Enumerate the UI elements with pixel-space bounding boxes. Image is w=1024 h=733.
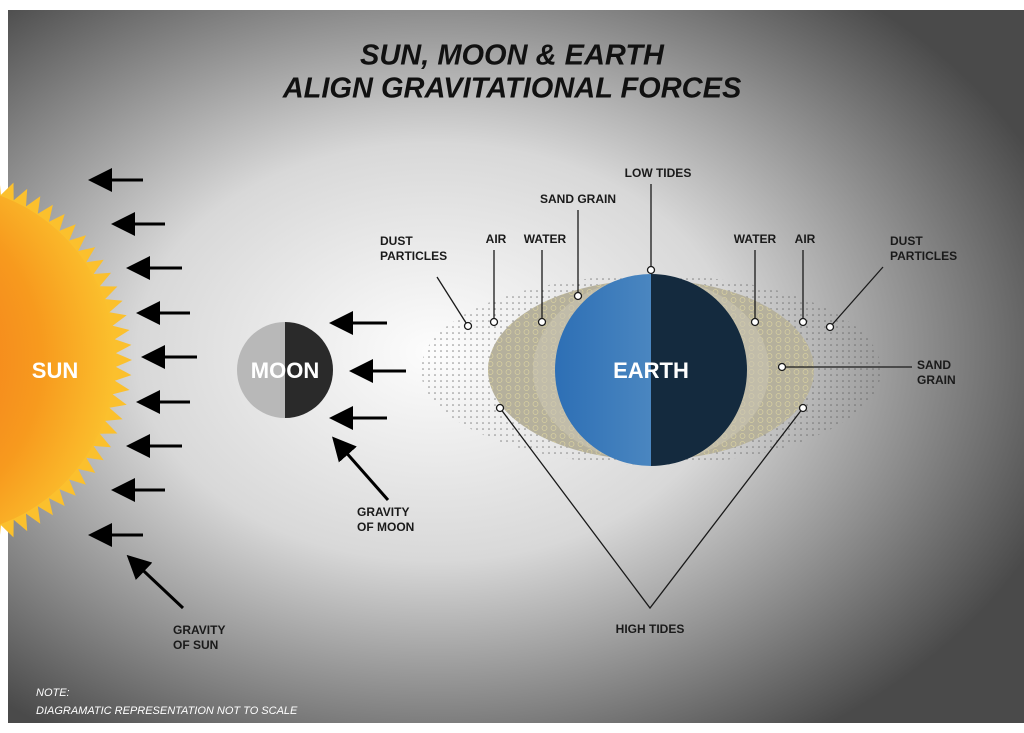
- label: GRAVITY: [173, 623, 225, 637]
- label: HIGH TIDES: [616, 622, 685, 636]
- point: [752, 319, 759, 326]
- point: [491, 319, 498, 326]
- title: ALIGN GRAVITATIONAL FORCES: [282, 73, 742, 105]
- point: [648, 267, 655, 274]
- label: PARTICLES: [380, 249, 447, 263]
- note: DIAGRAMATIC REPRESENTATION NOT TO SCALE: [36, 705, 298, 717]
- label: WATER: [734, 232, 777, 246]
- moon-label: MOON: [251, 358, 319, 383]
- label: SAND: [917, 358, 951, 372]
- label: DUST: [380, 234, 413, 248]
- label: GRAIN: [917, 373, 956, 387]
- label: DUST: [890, 234, 923, 248]
- diagram: SUN, MOON & EARTH ALIGN GRAVITATIONAL FO…: [0, 0, 1024, 733]
- point: [800, 319, 807, 326]
- label: SAND GRAIN: [540, 192, 616, 206]
- label: AIR: [795, 232, 816, 246]
- point: [800, 405, 807, 412]
- label: LOW TIDES: [625, 166, 692, 180]
- point: [465, 323, 472, 330]
- label: PARTICLES: [890, 249, 957, 263]
- point: [575, 293, 582, 300]
- label: OF SUN: [173, 638, 218, 652]
- label: AIR: [486, 232, 507, 246]
- label: WATER: [524, 232, 567, 246]
- point: [539, 319, 546, 326]
- label: OF MOON: [357, 520, 414, 534]
- note: NOTE:: [36, 687, 70, 699]
- earth-label: EARTH: [613, 358, 689, 383]
- point: [497, 405, 504, 412]
- sun-label: SUN: [32, 358, 78, 383]
- title: SUN, MOON & EARTH: [360, 40, 665, 72]
- point: [827, 324, 834, 331]
- label: GRAVITY: [357, 505, 409, 519]
- point: [779, 364, 786, 371]
